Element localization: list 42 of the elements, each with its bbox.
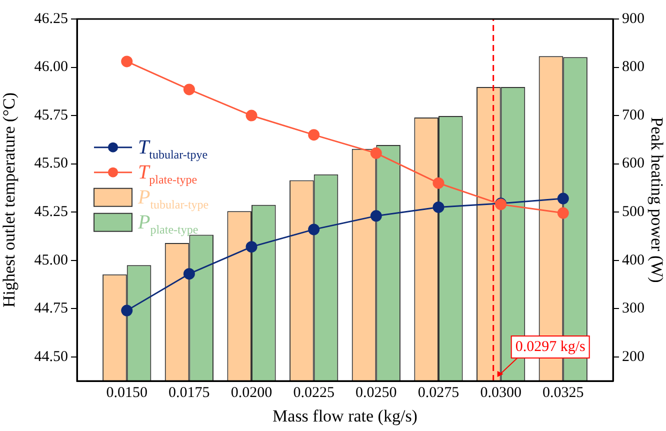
point	[183, 268, 195, 280]
point	[121, 56, 133, 68]
x-tick-label: 0.0275	[418, 384, 460, 401]
point	[432, 201, 444, 213]
point	[246, 241, 258, 253]
y2-tick-label: 500	[622, 204, 644, 220]
x-tick-label: 0.0225	[293, 384, 334, 401]
y-tick-label: 44.50	[34, 348, 68, 365]
point	[557, 192, 569, 204]
point	[121, 304, 133, 316]
x-tick-label: 0.0325	[542, 384, 584, 401]
y-tick-label: 45.50	[34, 156, 68, 172]
y-axis-title: Highest outlet temperature (°C)	[0, 92, 19, 308]
y2-tick-label: 600	[622, 156, 644, 172]
y2-tick-label: 700	[622, 107, 644, 124]
point	[370, 147, 382, 159]
x-tick-label: 0.0175	[168, 384, 210, 401]
y-tick-label: 44.75	[34, 300, 68, 317]
x-tick-label: 0.0200	[230, 384, 272, 401]
point	[246, 110, 258, 122]
y2-tick-label: 200	[622, 348, 644, 365]
y-tick-label: 46.00	[34, 59, 68, 76]
point	[370, 210, 382, 222]
y-tick-label: 46.25	[34, 10, 68, 27]
y2-tick-label: 900	[622, 10, 644, 27]
x-axis-title: Mass flow rate (kg/s)	[272, 406, 418, 426]
x-tick-label: 0.0250	[356, 384, 397, 401]
x-tick-label: 0.0150	[106, 384, 148, 401]
x-tick-label: 0.0300	[480, 384, 522, 401]
y2-tick-label: 800	[622, 59, 644, 76]
y-tick-label: 45.00	[34, 252, 68, 268]
point	[308, 129, 320, 141]
y-tick-label: 45.75	[34, 107, 68, 124]
point	[557, 207, 569, 219]
y2-axis-title: Peak heating power (W)	[647, 117, 666, 283]
point	[308, 224, 320, 236]
y-tick-label: 45.25	[34, 204, 68, 220]
y2-tick-label: 400	[622, 252, 644, 268]
point	[432, 177, 444, 189]
y2-tick-label: 300	[622, 300, 644, 317]
ref-line-label: 0.0297 kg/s	[515, 338, 586, 355]
point	[183, 84, 195, 96]
